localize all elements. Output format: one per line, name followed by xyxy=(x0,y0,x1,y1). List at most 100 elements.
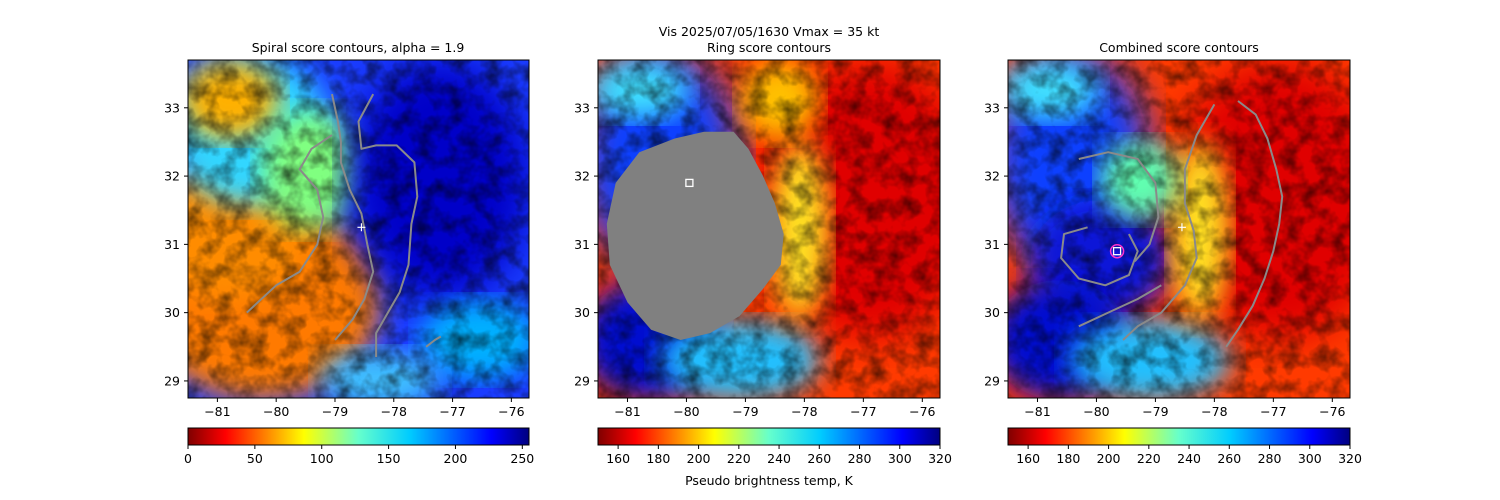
score-contour xyxy=(1122,103,1216,341)
colorbar-tick-label: 200 xyxy=(1097,451,1121,466)
spiral-axes-frame xyxy=(187,59,530,399)
x-tick-label: −78 xyxy=(1201,404,1227,419)
spiral-colorbar-ticks: 0 50 100 150 200 250 xyxy=(184,445,534,466)
x-tick-label: −77 xyxy=(439,404,465,419)
spiral-contours xyxy=(246,93,442,357)
x-tick-label: −78 xyxy=(381,404,407,419)
center-square-marker xyxy=(1112,247,1122,256)
y-tick-label: 31 xyxy=(574,237,590,252)
combined-colorbar-ticks: 160 180 200 220 240 260 280 300 320 xyxy=(1016,445,1362,466)
center-plus-marker xyxy=(1177,223,1186,232)
center-square-marker xyxy=(685,178,694,188)
score-contour xyxy=(425,335,442,348)
x-tick-label: −76 xyxy=(498,404,524,419)
ring-colorbar-ticks: 160 180 200 220 240 260 280 300 320 xyxy=(606,445,952,466)
score-contour xyxy=(246,134,333,314)
colorbar-tick-label: 160 xyxy=(606,451,630,466)
y-tick-label: 31 xyxy=(984,237,1000,252)
spiral-image xyxy=(188,60,529,398)
y-tick-label: 32 xyxy=(574,169,590,184)
x-tick-label: −81 xyxy=(204,404,230,419)
colorbar-label: Pseudo brightness temp, K xyxy=(685,473,854,488)
colorbar-tick-label: 240 xyxy=(1177,451,1201,466)
x-tick-label: −80 xyxy=(673,404,699,419)
y-tick-label: 30 xyxy=(164,305,180,320)
panel-ring: Ring score contours −81 −80 −79 −78 −77 −76 29… xyxy=(574,40,952,466)
combined-image xyxy=(1008,60,1350,398)
colorbar-tick-label: 320 xyxy=(1338,451,1362,466)
y-tick-label: 30 xyxy=(574,305,590,320)
x-tick-label: −77 xyxy=(850,404,876,419)
masked-score-area xyxy=(606,131,784,340)
x-tick-label: −81 xyxy=(1024,404,1050,419)
spiral-title: Spiral score contours, alpha = 1.9 xyxy=(252,40,465,55)
y-tick-label: 33 xyxy=(984,100,1000,115)
x-tick-label: −79 xyxy=(322,404,348,419)
y-tick-label: 32 xyxy=(164,169,180,184)
spiral-ticks: −81 −80 −79 −78 −77 −76 29 30 31 32 33 xyxy=(164,100,524,419)
score-contour xyxy=(1225,100,1284,348)
combined-colorbar xyxy=(1007,427,1351,446)
colorbar-tick-label: 260 xyxy=(1217,451,1241,466)
colorbar-tick-label: 280 xyxy=(848,451,872,466)
x-tick-label: −78 xyxy=(791,404,817,419)
colorbar-tick-label: 300 xyxy=(888,451,912,466)
colorbar-tick-label: 50 xyxy=(247,451,263,466)
combined-ticks: −81 −80 −79 −78 −77 −76 29 30 31 32 33 xyxy=(984,100,1345,419)
spiral-colorbar xyxy=(187,427,530,446)
ring-colorbar xyxy=(597,427,941,446)
colorbar-tick-label: 220 xyxy=(1137,451,1161,466)
y-tick-label: 29 xyxy=(984,373,1000,388)
ring-markers xyxy=(685,178,694,188)
y-tick-label: 33 xyxy=(574,100,590,115)
colorbar-tick-label: 100 xyxy=(310,451,334,466)
ring-masked-region xyxy=(606,131,784,340)
center-circle-marker xyxy=(1109,243,1125,259)
colorbar-tick-label: 160 xyxy=(1016,451,1040,466)
score-contour xyxy=(1078,284,1162,328)
colorbar-tick-label: 180 xyxy=(646,451,670,466)
ring-axes-frame xyxy=(597,59,941,399)
score-contour xyxy=(1078,151,1160,263)
panel-combined: Combined score contours −81 −80 −79 −78 −77−… xyxy=(984,40,1362,466)
combined-contours xyxy=(1060,100,1284,348)
combined-axes-frame xyxy=(1007,59,1351,399)
y-tick-label: 33 xyxy=(164,100,180,115)
colorbar-tick-label: 320 xyxy=(928,451,952,466)
x-tick-label: −80 xyxy=(263,404,289,419)
x-tick-label: −79 xyxy=(1142,404,1168,419)
y-tick-label: 29 xyxy=(574,373,590,388)
colorbar-tick-label: 260 xyxy=(807,451,831,466)
score-contour xyxy=(357,93,419,357)
colorbar-tick-label: 250 xyxy=(510,451,534,466)
y-tick-label: 31 xyxy=(164,237,180,252)
score-contour xyxy=(1060,226,1139,287)
ring-ticks: −81 −80 −79 −78 −77 −76 29 30 31 32 33 xyxy=(574,100,935,419)
colorbar-tick-label: 300 xyxy=(1298,451,1322,466)
colorbar-tick-label: 150 xyxy=(377,451,401,466)
x-tick-label: −80 xyxy=(1083,404,1109,419)
colorbar-tick-label: 240 xyxy=(767,451,791,466)
colorbar-tick-label: 280 xyxy=(1258,451,1282,466)
spiral-markers xyxy=(357,223,366,232)
colorbar-tick-label: 0 xyxy=(184,451,192,466)
combined-markers xyxy=(1109,223,1186,259)
figure-suptitle: Vis 2025/07/05/1630 Vmax = 35 kt xyxy=(659,24,880,39)
x-tick-label: −77 xyxy=(1260,404,1286,419)
x-tick-label: −81 xyxy=(614,404,640,419)
x-tick-label: −79 xyxy=(732,404,758,419)
colorbar-tick-label: 180 xyxy=(1056,451,1080,466)
y-tick-label: 32 xyxy=(984,169,1000,184)
y-tick-label: 30 xyxy=(984,305,1000,320)
panel-spiral: Spiral score contours, alpha = 1.9 −81 −8… xyxy=(164,40,534,466)
colorbar-tick-label: 200 xyxy=(444,451,468,466)
x-tick-label: −76 xyxy=(909,404,935,419)
ring-title: Ring score contours xyxy=(707,40,831,55)
score-contour xyxy=(331,93,375,341)
x-tick-label: −76 xyxy=(1319,404,1345,419)
combined-title: Combined score contours xyxy=(1099,40,1259,55)
colorbar-tick-label: 220 xyxy=(727,451,751,466)
center-plus-marker xyxy=(357,223,366,232)
colorbar-tick-label: 200 xyxy=(687,451,711,466)
